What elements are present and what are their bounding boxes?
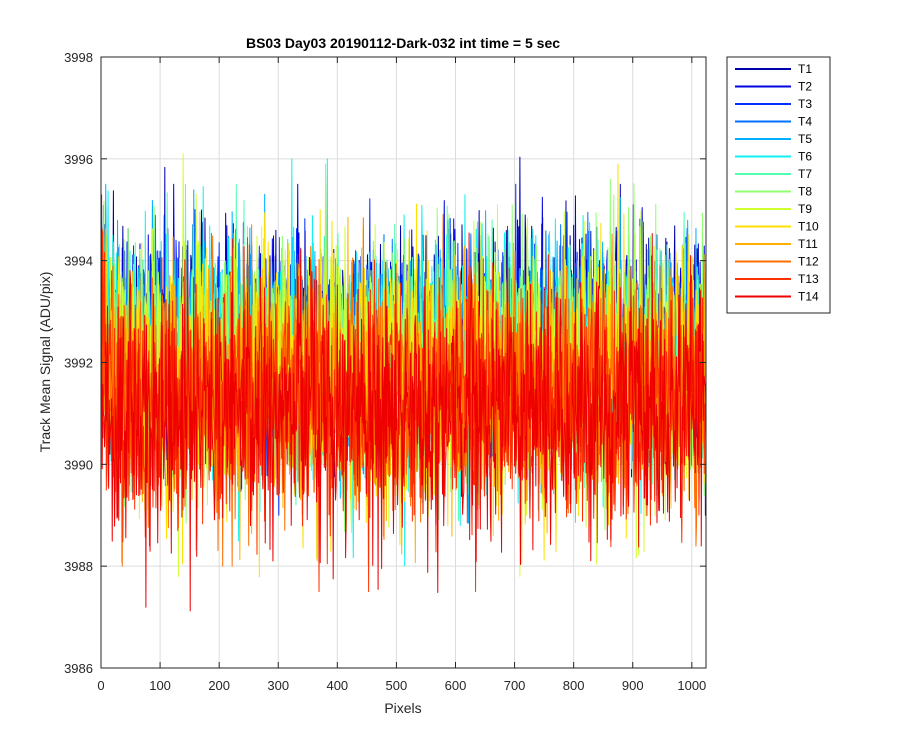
chart-title: BS03 Day03 20190112-Dark-032 int time = … — [246, 35, 560, 51]
x-tick-label: 500 — [386, 678, 408, 693]
y-tick-label: 3998 — [64, 50, 93, 65]
x-tick-label: 0 — [97, 678, 104, 693]
legend-label: T5 — [798, 132, 812, 146]
x-tick-label: 600 — [445, 678, 467, 693]
legend-label: T11 — [798, 237, 818, 251]
x-tick-label: 700 — [504, 678, 526, 693]
x-tick-label: 100 — [149, 678, 171, 693]
x-axis-label: Pixels — [384, 700, 421, 716]
legend-label: T14 — [798, 290, 819, 304]
legend-label: T9 — [798, 202, 812, 216]
legend-label: T7 — [798, 167, 812, 181]
y-tick-label: 3994 — [64, 254, 93, 269]
legend-label: T4 — [798, 115, 812, 129]
x-tick-label: 400 — [326, 678, 348, 693]
series-line-t14 — [101, 194, 707, 612]
series-line-t13 — [101, 230, 707, 593]
legend-label: T1 — [798, 62, 812, 76]
x-tick-label: 800 — [563, 678, 585, 693]
legend-label: T6 — [798, 150, 812, 164]
legend: T1 T2 T3 T4 T5 T6 T7 T8 T9 T10 T11 T12 T13 T14 — [726, 56, 831, 314]
axis-ticks: 0 100 200 300 400 500 600 700 800 900 1000 3986 3988… — [64, 50, 706, 693]
series-layer — [101, 153, 707, 612]
y-tick-label: 3990 — [64, 457, 93, 472]
y-tick-label: 3988 — [64, 559, 93, 574]
y-tick-label: 3996 — [64, 152, 93, 167]
y-tick-label: 3986 — [64, 661, 93, 676]
y-tick-label: 3992 — [64, 356, 93, 371]
legend-label: T12 — [798, 255, 819, 269]
x-tick-label: 300 — [267, 678, 289, 693]
legend-box — [726, 56, 831, 314]
x-tick-label: 900 — [622, 678, 644, 693]
legend-label: T10 — [798, 220, 819, 234]
legend-label: T8 — [798, 185, 812, 199]
legend-label: T2 — [798, 80, 812, 94]
x-tick-label: 1000 — [677, 678, 706, 693]
x-tick-label: 200 — [208, 678, 230, 693]
y-axis-label: Track Mean Signal (ADU/pix) — [37, 272, 53, 453]
legend-label: T3 — [798, 97, 812, 111]
legend-label: T13 — [798, 272, 819, 286]
